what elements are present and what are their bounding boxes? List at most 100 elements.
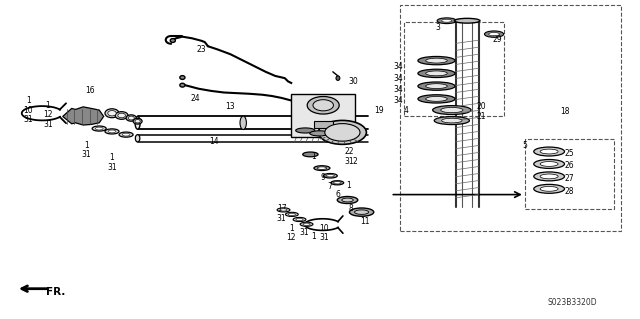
Text: 2: 2	[353, 157, 358, 166]
Text: 27: 27	[564, 174, 574, 183]
Text: 1: 1	[289, 224, 294, 233]
Ellipse shape	[119, 132, 133, 137]
Ellipse shape	[303, 223, 310, 226]
Ellipse shape	[534, 160, 564, 168]
Ellipse shape	[285, 212, 298, 216]
Ellipse shape	[180, 83, 185, 87]
Text: 13: 13	[225, 102, 236, 111]
Ellipse shape	[418, 69, 455, 78]
Text: 10: 10	[319, 224, 330, 233]
Text: 6: 6	[335, 190, 340, 199]
Text: 1: 1	[84, 141, 89, 150]
Text: 10: 10	[23, 106, 33, 115]
Text: 34: 34	[394, 96, 404, 105]
Text: 1: 1	[45, 101, 51, 110]
Text: 29: 29	[493, 35, 502, 44]
Ellipse shape	[133, 118, 142, 124]
Ellipse shape	[418, 82, 455, 90]
Ellipse shape	[418, 56, 455, 65]
Ellipse shape	[296, 128, 315, 133]
Ellipse shape	[540, 149, 558, 154]
Ellipse shape	[442, 118, 462, 123]
Ellipse shape	[540, 174, 558, 179]
Text: 12: 12	[287, 233, 296, 242]
Ellipse shape	[128, 116, 134, 120]
Ellipse shape	[122, 133, 130, 136]
Ellipse shape	[105, 129, 119, 134]
Text: 26: 26	[564, 161, 574, 170]
Text: 31: 31	[81, 150, 92, 159]
Ellipse shape	[319, 121, 367, 145]
Ellipse shape	[323, 174, 337, 178]
Ellipse shape	[454, 18, 480, 23]
Text: 1: 1	[346, 181, 351, 189]
Ellipse shape	[355, 210, 369, 214]
Text: 12: 12	[44, 110, 52, 119]
Ellipse shape	[303, 152, 318, 157]
Text: 17: 17	[276, 204, 287, 213]
Text: FR.: FR.	[46, 287, 65, 297]
Ellipse shape	[333, 182, 341, 184]
Ellipse shape	[170, 39, 175, 42]
Ellipse shape	[313, 100, 333, 111]
Ellipse shape	[92, 126, 106, 131]
Text: 31: 31	[276, 214, 287, 223]
Bar	[525, 139, 614, 209]
Ellipse shape	[126, 115, 136, 121]
Text: S023B3320D: S023B3320D	[548, 298, 598, 307]
Ellipse shape	[484, 31, 504, 37]
Ellipse shape	[426, 84, 447, 89]
Ellipse shape	[336, 76, 340, 80]
Ellipse shape	[289, 213, 296, 216]
Ellipse shape	[118, 113, 125, 118]
Ellipse shape	[433, 106, 471, 115]
Ellipse shape	[442, 19, 452, 22]
Text: 31: 31	[344, 157, 354, 166]
Text: 1: 1	[311, 152, 316, 161]
Ellipse shape	[437, 18, 456, 24]
Ellipse shape	[349, 208, 374, 216]
Ellipse shape	[342, 198, 353, 202]
Ellipse shape	[434, 116, 470, 125]
Text: 1: 1	[26, 96, 31, 105]
Text: 30: 30	[349, 77, 358, 86]
Text: 20: 20	[477, 102, 486, 111]
Ellipse shape	[300, 222, 313, 226]
Ellipse shape	[326, 175, 335, 177]
Ellipse shape	[317, 167, 327, 169]
Polygon shape	[63, 107, 104, 125]
Ellipse shape	[108, 130, 116, 133]
Bar	[404, 22, 504, 116]
Text: 11: 11	[360, 217, 369, 226]
Text: 4: 4	[404, 106, 409, 115]
Text: 31: 31	[107, 163, 117, 172]
Ellipse shape	[108, 111, 116, 116]
Text: 1: 1	[109, 153, 115, 162]
Ellipse shape	[534, 172, 564, 181]
Text: 34: 34	[394, 85, 404, 94]
Ellipse shape	[180, 76, 185, 79]
Text: 8: 8	[348, 204, 353, 213]
Text: 7: 7	[327, 182, 332, 191]
Ellipse shape	[277, 208, 290, 212]
Text: 31: 31	[319, 233, 330, 242]
Ellipse shape	[540, 161, 558, 167]
Text: 1: 1	[311, 232, 316, 241]
Text: 16: 16	[84, 86, 95, 95]
Text: 21: 21	[477, 112, 486, 121]
Ellipse shape	[296, 218, 303, 221]
Text: 31: 31	[43, 120, 53, 129]
Text: 25: 25	[564, 149, 574, 158]
Ellipse shape	[418, 95, 455, 103]
Ellipse shape	[426, 58, 447, 63]
Ellipse shape	[95, 127, 103, 130]
Text: 28: 28	[564, 187, 574, 196]
Text: 24: 24	[190, 94, 200, 103]
Ellipse shape	[240, 116, 246, 130]
Ellipse shape	[105, 109, 119, 118]
Bar	[291, 94, 355, 137]
Ellipse shape	[337, 197, 358, 204]
Text: 22: 22	[344, 147, 353, 156]
Ellipse shape	[135, 116, 140, 129]
Bar	[400, 5, 621, 231]
